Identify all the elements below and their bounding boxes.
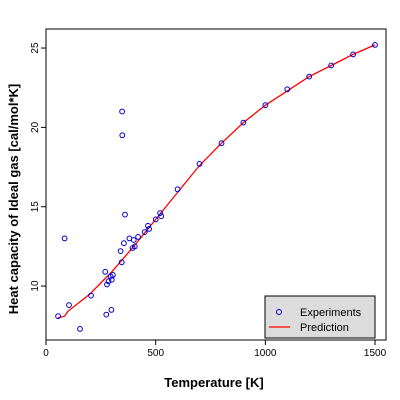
experiment-data-point [103,311,110,318]
experiment-data-point [284,86,291,93]
experiment-data-point [118,259,125,266]
x-tick-label: 0 [43,348,49,359]
experiment-data-point [122,211,128,218]
experiment-data-point [130,237,137,243]
x-tick-label: 500 [147,348,164,359]
plot-frame [45,28,387,341]
experiment-data-point [110,272,116,278]
experiment-data-point [262,102,269,109]
legend: Experiments Prediction [264,295,376,339]
experiment-data-point [328,62,335,69]
legend-prediction-label: Prediction [300,322,349,334]
experiment-data-point [196,161,203,167]
experiment-data-point [121,240,127,247]
experiment-data-point [61,235,68,242]
experiment-data-point [104,281,110,288]
experiment-data-point [108,307,115,313]
legend-experiments-label: Experiments [300,307,362,319]
y-tick-label: 20 [30,121,41,133]
experiment-data-point [102,268,109,275]
experiment-data-point [141,229,148,236]
experiment-data-point [77,326,83,332]
experiment-data-point [119,132,126,139]
experiment-data-point [55,313,61,320]
legend-experiments-marker [276,309,282,315]
legend-box [264,295,376,339]
y-tick-label: 10 [30,280,41,292]
experiment-data-point [105,278,112,285]
experiment-data-point [131,243,138,250]
plot-area [55,42,378,332]
experiment-data-point [240,119,247,126]
experiment-data-point [146,226,153,232]
experiment-data-point [88,292,94,299]
experiment-data-point [157,210,164,217]
experiment-data-point [117,248,124,255]
y-axis-title: Heat capacity of Ideal gas [cal/mol*K] [6,84,21,314]
x-axis-title: Temperature [K] [164,375,263,390]
experiment-data-point [135,234,142,240]
experiment-data-point [119,108,125,115]
y-tick-label: 25 [30,42,41,54]
experiment-data-point [218,140,225,147]
experiment-data-point [66,302,72,309]
x-tick-label: 1000 [254,348,277,359]
experiment-data-point [174,186,181,193]
experiment-data-point [145,222,151,229]
experiment-data-point [158,213,165,220]
prediction-series-line [57,44,376,319]
experiment-data-point [152,216,159,223]
axes: 0 500 1000 1500 10 15 20 25 [30,28,387,359]
experiment-data-point [350,51,357,58]
y-tick-label: 15 [30,201,41,213]
x-tick-label: 1500 [364,348,387,359]
experiment-data-point [372,42,378,48]
experiment-data-point [306,73,313,80]
